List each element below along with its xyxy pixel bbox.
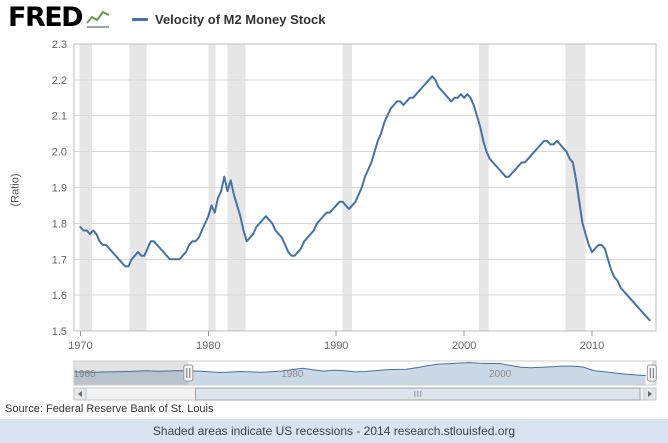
fred-logo-text: FRED xyxy=(8,2,84,33)
svg-text:2000: 2000 xyxy=(452,340,476,352)
nav-area xyxy=(74,362,646,385)
nav-mask-left xyxy=(74,361,189,385)
svg-text:2010: 2010 xyxy=(580,340,604,352)
fred-sparkline-icon xyxy=(86,9,110,33)
nav-area-line xyxy=(74,362,646,377)
x-axis-labels: 1970 1980 1990 2000 2010 xyxy=(68,331,604,352)
svg-text:1.6: 1.6 xyxy=(52,290,67,302)
svg-text:2000: 2000 xyxy=(489,369,512,380)
y-axis-labels: 1.5 1.6 1.7 1.8 1.9 2.0 2.1 2.2 2.3 xyxy=(52,39,67,338)
svg-text:1980: 1980 xyxy=(196,340,220,352)
plot-border xyxy=(73,43,657,332)
scrollbar-left-button[interactable] xyxy=(73,387,87,401)
svg-text:1990: 1990 xyxy=(324,340,348,352)
svg-text:1.7: 1.7 xyxy=(52,254,67,266)
legend-line-sample-icon xyxy=(132,18,148,21)
svg-text:1.5: 1.5 xyxy=(52,326,67,338)
nav-background xyxy=(74,361,656,385)
scrollbar-right-button[interactable] xyxy=(643,387,657,401)
svg-text:1960: 1960 xyxy=(73,369,96,380)
legend-item-m2-velocity[interactable]: Velocity of M2 Money Stock xyxy=(132,12,326,27)
footer-note: Shaded areas indicate US recessions - 20… xyxy=(0,419,668,443)
svg-text:2.1: 2.1 xyxy=(52,111,67,123)
source-label: Source: xyxy=(5,403,46,415)
series-line[interactable] xyxy=(79,75,651,322)
source-text: Source: Federal Reserve Bank of St. Loui… xyxy=(5,403,214,415)
source-value: Federal Reserve Bank of St. Louis xyxy=(45,403,214,415)
main-chart[interactable]: 1.5 1.6 1.7 1.8 1.9 2.0 2.1 2.2 2.3 1970 1980 1990 2… xyxy=(0,36,668,356)
nav-handle-left[interactable] xyxy=(183,364,194,382)
navigator[interactable]: 1960 1980 2000 xyxy=(0,356,668,402)
svg-text:1.9: 1.9 xyxy=(52,183,67,195)
svg-text:2.0: 2.0 xyxy=(52,147,67,159)
svg-text:2.3: 2.3 xyxy=(52,39,67,51)
fred-logo[interactable]: FRED xyxy=(8,3,110,33)
svg-text:1980: 1980 xyxy=(281,369,304,380)
svg-text:1.8: 1.8 xyxy=(52,218,67,230)
svg-text:2.2: 2.2 xyxy=(52,75,67,87)
legend-label: Velocity of M2 Money Stock xyxy=(155,12,326,27)
nav-handle-right[interactable] xyxy=(646,364,657,382)
nav-axis-labels: 1960 1980 2000 xyxy=(73,369,511,380)
svg-text:1970: 1970 xyxy=(68,340,92,352)
